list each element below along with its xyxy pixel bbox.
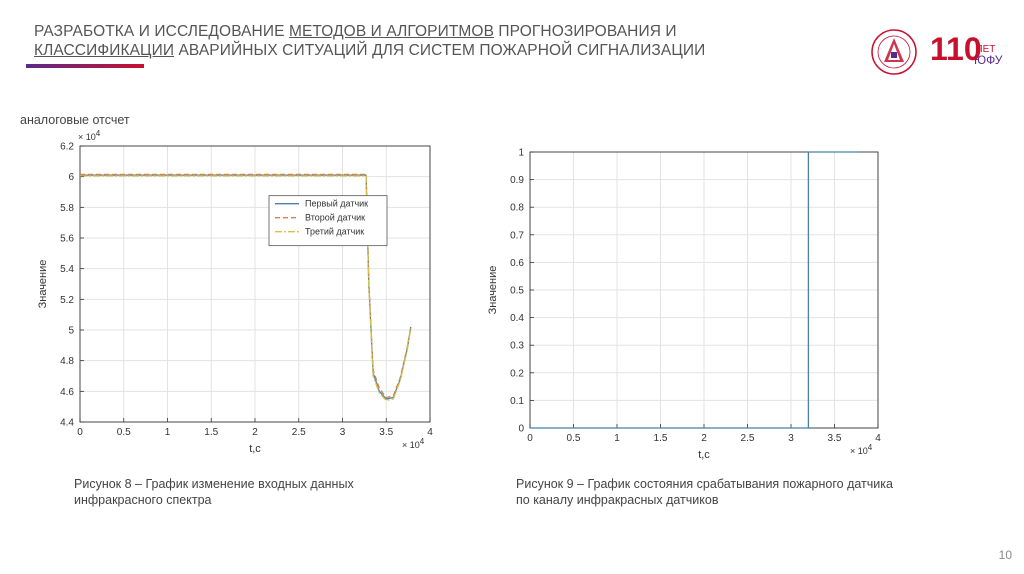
logo-110-text: 110 <box>930 31 982 67</box>
x-exponent-label: × 104 <box>850 443 873 456</box>
x-tick-label: 3.5 <box>828 433 842 444</box>
x-tick-label: 0 <box>527 433 533 444</box>
title-line2-b: АВАРИЙНЫХ СИТУАЦИЙ ДЛЯ СИСТЕМ ПОЖАРНОЙ С… <box>174 42 706 59</box>
y-tick-label: 0.3 <box>510 341 524 352</box>
caption-left-line1: Рисунок 8 – График изменение входных дан… <box>74 477 354 491</box>
legend-label-2: Второй датчик <box>305 213 365 223</box>
y-tick-label: 1 <box>518 148 524 159</box>
logo-yufu-text: ЮФУ <box>974 53 1003 67</box>
title-line1-c: ПРОГНОЗИРОВАНИЯ И <box>494 23 677 40</box>
slide-title: РАЗРАБОТКА И ИССЛЕДОВАНИЕ МЕТОДОВ И АЛГО… <box>34 22 834 60</box>
x-exponent-label: × 104 <box>402 437 425 450</box>
x-tick-label: 1 <box>614 433 620 444</box>
y-tick-label: 5.4 <box>60 264 74 275</box>
legend-label-3: Третий датчик <box>305 227 364 237</box>
x-tick-label: 0 <box>77 427 83 438</box>
caption-figure-9: Рисунок 9 – График состояния срабатывани… <box>516 476 893 508</box>
x-axis-label: t,c <box>249 443 261 455</box>
y-tick-label: 0.2 <box>510 368 524 379</box>
y-tick-label: 4.8 <box>60 356 74 367</box>
x-tick-label: 2 <box>252 427 258 438</box>
x-tick-label: 2.5 <box>292 427 306 438</box>
y-tick-label: 6 <box>68 172 74 183</box>
x-tick-label: 3 <box>340 427 346 438</box>
x-tick-label: 0.5 <box>117 427 131 438</box>
caption-left-line2: инфракрасного спектра <box>74 493 212 507</box>
title-line1-a: РАЗРАБОТКА И ИССЛЕДОВАНИЕ <box>34 23 289 40</box>
chart-alarm-state: 0 0.5 1 1.5 2 2.5 3 3.5 4 0 0.1 0.2 0.3 0.4 0.5 0.6 0.7 0… <box>488 148 881 462</box>
y-tick-label: 0 <box>518 424 524 435</box>
y-axis-label: Значение <box>488 266 499 315</box>
y-axis-label: Значение <box>37 260 49 309</box>
x-tick-label: 4 <box>427 427 433 438</box>
y-tick-label: 6.2 <box>60 142 74 153</box>
title-line2-a: КЛАССИФИКАЦИИ <box>34 42 175 59</box>
caption-figure-8: Рисунок 8 – График изменение входных дан… <box>74 476 354 508</box>
x-tick-label: 1.5 <box>204 427 218 438</box>
legend-label-1: Первый датчик <box>305 199 368 209</box>
x-tick-label: 2 <box>701 433 707 444</box>
caption-right-line2: по каналу инфракрасных датчиков <box>516 493 719 507</box>
x-tick-label: 1 <box>165 427 171 438</box>
y-tick-label: 0.8 <box>510 203 524 214</box>
y-tick-label: 0.4 <box>510 313 524 324</box>
y-tick-label: 0.1 <box>510 396 524 407</box>
y-tick-label: 0.9 <box>510 175 524 186</box>
y-tick-label: 0.5 <box>510 286 524 297</box>
y-exponent-label: × 104 <box>78 129 101 142</box>
caption-right-line1: Рисунок 9 – График состояния срабатывани… <box>516 477 893 491</box>
x-tick-label: 4 <box>875 433 881 444</box>
y-tick-label: 5.6 <box>60 234 74 245</box>
y-tick-label: 5 <box>68 326 74 337</box>
chart-sensor-values: 0 0.5 1 1.5 2 2.5 3 3.5 4 4.4 4.6 4.8 5 5.2 5.4 5.6 5.8 6… <box>37 129 433 455</box>
x-tick-label: 3.5 <box>379 427 393 438</box>
y-tick-label: 0.6 <box>510 258 524 269</box>
anniversary-logo: 110 ЛЕТ ЮФУ <box>930 31 1003 67</box>
logo-let-text: ЛЕТ <box>976 44 995 55</box>
x-tick-label: 1.5 <box>654 433 668 444</box>
page-number: 10 <box>998 548 1012 562</box>
x-tick-label: 3 <box>788 433 794 444</box>
x-tick-label: 2.5 <box>741 433 755 444</box>
y-tick-label: 0.7 <box>510 230 524 241</box>
x-axis-label: t,c <box>698 449 710 461</box>
y-tick-label: 5.8 <box>60 203 74 214</box>
y-tick-label: 4.4 <box>60 418 74 429</box>
y-tick-label: 5.2 <box>60 295 74 306</box>
y-tick-label: 4.6 <box>60 387 74 398</box>
series-line-1 <box>530 151 861 429</box>
x-tick-label: 0.5 <box>567 433 581 444</box>
plot-frame <box>79 145 431 423</box>
university-emblem-icon <box>871 29 917 75</box>
title-line1-b: МЕТОДОВ И АЛГОРИТМОВ <box>288 23 495 40</box>
side-label: аналоговые отсчет <box>20 113 130 127</box>
title-accent-bar <box>26 64 144 68</box>
